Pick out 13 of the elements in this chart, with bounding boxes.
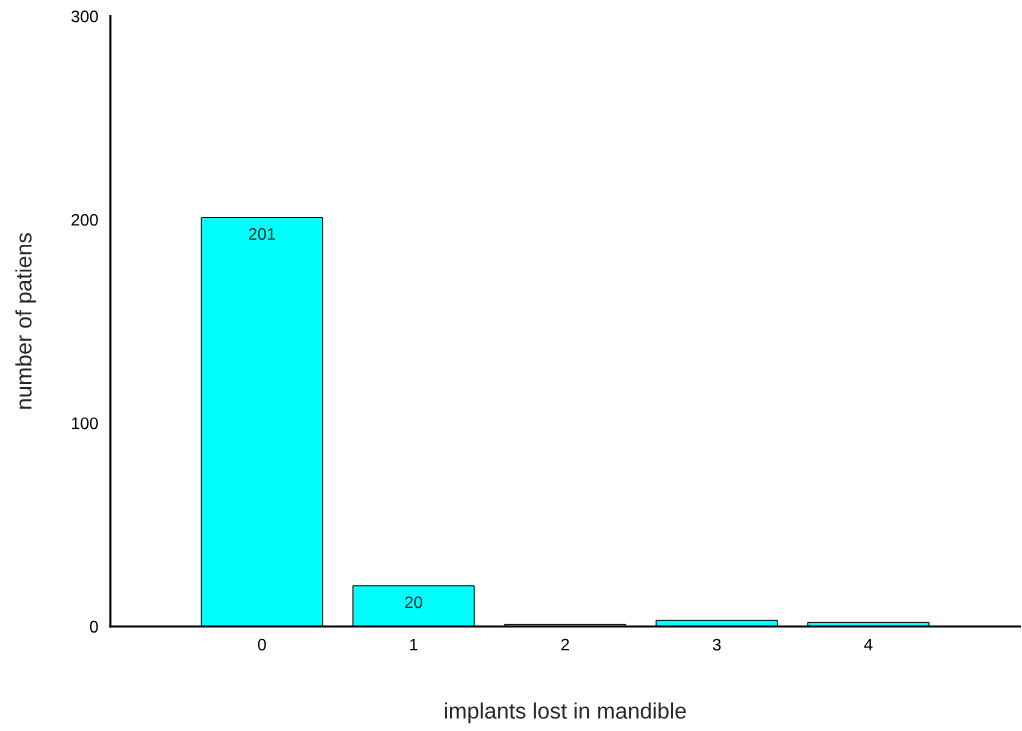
data-label: 20 xyxy=(405,596,423,609)
x-tick-label: 2 xyxy=(561,638,569,651)
x-tick-label: 1 xyxy=(410,638,418,651)
y-tick-label: 100 xyxy=(72,417,98,430)
data-label: 201 xyxy=(248,228,276,240)
y-axis-title: number of patiens xyxy=(15,233,37,409)
x-tick-label: 0 xyxy=(257,638,266,651)
x-tick-label: 4 xyxy=(864,638,873,651)
y-tick-label: 300 xyxy=(71,10,98,23)
x-axis-title: implants lost in mandible xyxy=(445,702,686,724)
y-tick-label: 0 xyxy=(89,620,98,633)
y-tick-label: 200 xyxy=(71,213,98,226)
x-tick-label: 3 xyxy=(712,638,721,651)
